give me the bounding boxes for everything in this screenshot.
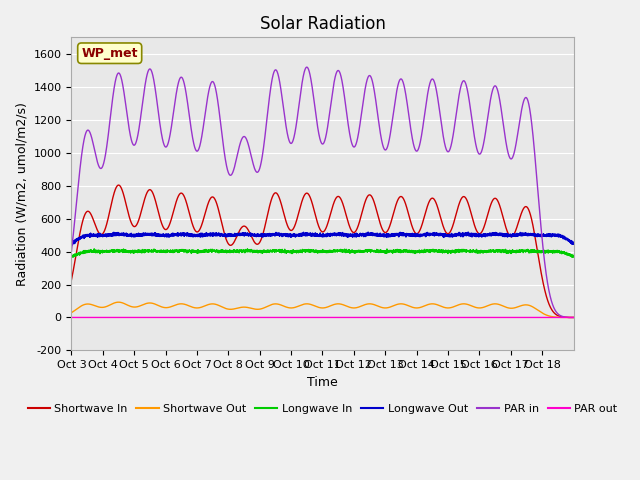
Legend: Shortwave In, Shortwave Out, Longwave In, Longwave Out, PAR in, PAR out: Shortwave In, Shortwave Out, Longwave In… — [23, 400, 622, 419]
Title: Solar Radiation: Solar Radiation — [260, 15, 385, 33]
X-axis label: Time: Time — [307, 376, 338, 389]
Y-axis label: Radiation (W/m2, umol/m2/s): Radiation (W/m2, umol/m2/s) — [15, 102, 28, 286]
Text: WP_met: WP_met — [81, 47, 138, 60]
